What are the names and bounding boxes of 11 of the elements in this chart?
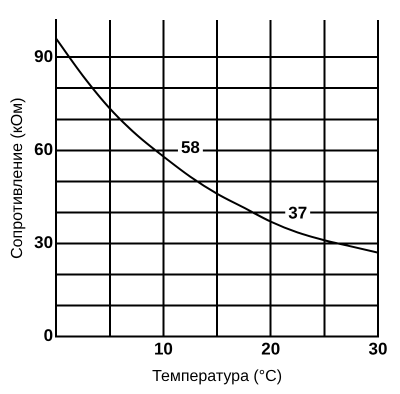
y-tick-label: 60	[34, 140, 54, 159]
x-tick-label: 30	[368, 339, 388, 358]
x-axis-title: Температура (°C)	[152, 368, 282, 385]
y-tick-label: 90	[34, 46, 54, 66]
x-tick-label: 20	[261, 339, 280, 358]
annotation: 58	[180, 138, 200, 158]
annotation: 37	[288, 203, 308, 222]
y-axis-title: Сопротивление (кОм)	[9, 97, 26, 259]
y-tick-label: 0	[44, 326, 54, 346]
y-tick-label: 30	[34, 233, 54, 252]
x-tick-label: 10	[154, 339, 173, 358]
